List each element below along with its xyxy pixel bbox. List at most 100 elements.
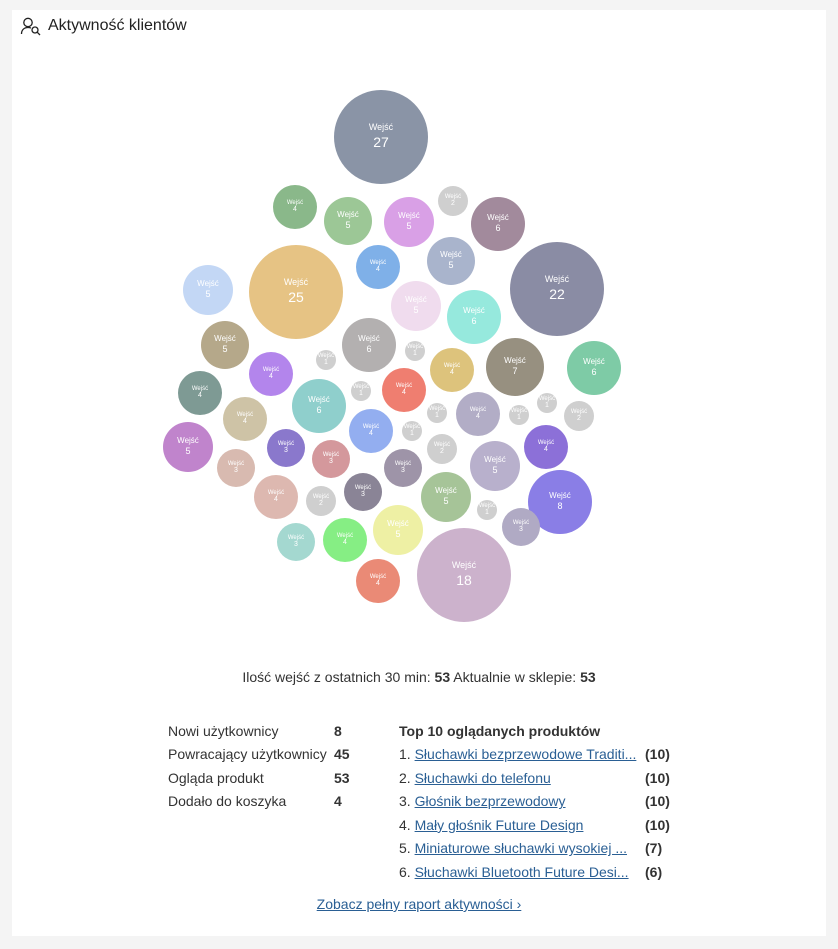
bubble-label: Wejść (277, 440, 295, 447)
entries-summary: Ilość wejść z ostatnich 30 min: 53 Aktua… (0, 669, 838, 685)
bubble-value: 3 (294, 541, 298, 549)
bubble-value: 6 (316, 404, 322, 415)
bubble-value: 2 (440, 448, 444, 456)
stat-value: 45 (334, 746, 350, 763)
full-report-link[interactable]: Zobacz pełny raport aktywności › (316, 896, 522, 912)
stat-row-added-to-cart: Dodało do koszyka 4 (168, 790, 350, 814)
bubble-label: Wejść (336, 532, 354, 539)
bubble-label: Wejść (443, 362, 461, 369)
product-view-count: (6) (645, 863, 663, 880)
bubble-value: 7 (512, 365, 518, 376)
bubble-value: 6 (471, 315, 477, 326)
activity-bubble: Wejść 5 (421, 472, 471, 522)
bubble-label: Wejść (537, 439, 555, 446)
bubble-value: 1 (413, 350, 417, 358)
bubble-value: 6 (495, 222, 501, 233)
activity-bubble: Wejść 3 (312, 440, 350, 478)
bubble-value: 3 (519, 526, 523, 534)
bubble-value: 5 (222, 343, 228, 354)
activity-bubble: Wejść 2 (306, 486, 336, 516)
widget-title: Aktywność klientów (48, 17, 187, 34)
bubble-value: 5 (205, 288, 211, 299)
bubble-value: 4 (243, 418, 247, 426)
bubble-value: 4 (544, 446, 548, 454)
bubble-label: Wejść (317, 352, 335, 359)
activity-bubble: Wejść 18 (417, 528, 511, 622)
bubble-value: 6 (591, 366, 597, 377)
activity-bubble: Wejść 2 (564, 401, 594, 431)
bubble-label: Wejść (583, 357, 605, 367)
activity-bubble: Wejść 3 (344, 473, 382, 511)
bubble-label: Wejść (267, 489, 285, 496)
activity-bubble: Wejść 5 (427, 237, 475, 285)
bubble-label: Wejść (538, 395, 556, 402)
product-rank: 5. (399, 840, 411, 857)
bubble-value: 4 (274, 496, 278, 504)
product-link[interactable]: Miniaturowe słuchawki wysokiej ... (414, 840, 627, 857)
user-search-icon (20, 16, 42, 36)
stat-value: 8 (334, 722, 342, 739)
activity-bubble: Wejść 4 (349, 409, 393, 453)
bubble-value: 4 (269, 373, 273, 381)
bubble-value: 5 (406, 220, 412, 231)
product-rank: 6. (399, 863, 411, 880)
bubble-value: 27 (373, 134, 389, 151)
top-product-item: 3. Głośnik bezprzewodowy (10) (399, 790, 670, 814)
bubble-label: Wejść (406, 343, 424, 350)
bubble-label: Wejść (504, 356, 526, 366)
bubble-label: Wejść (544, 274, 570, 285)
bubble-value: 1 (485, 509, 489, 517)
product-link[interactable]: Słuchawki Bluetooth Future Desi... (414, 863, 629, 880)
entries-label: Ilość wejść z ostatnich 30 min: (242, 669, 431, 685)
activity-bubble: Wejść 6 (292, 379, 346, 433)
top-product-item: 2. Słuchawki do telefonu (10) (399, 766, 670, 790)
widget-header: Aktywność klientów (20, 16, 187, 36)
product-link[interactable]: Głośnik bezprzewodowy (414, 793, 566, 810)
bubble-value: 18 (456, 572, 472, 589)
stat-label: Nowi użytkownicy (168, 722, 279, 739)
bubble-value: 5 (492, 464, 498, 475)
product-link[interactable]: Słuchawki bezprzewodowe Traditi... (414, 746, 637, 763)
bubble-value: 4 (402, 389, 406, 397)
bubble-value: 4 (343, 539, 347, 547)
bubble-label: Wejść (369, 573, 387, 580)
bubble-value: 3 (234, 467, 238, 475)
bubble-label: Wejść (570, 408, 588, 415)
activity-bubble: Wejść 3 (277, 523, 315, 561)
stat-row-new-users: Nowi użytkownicy 8 (168, 719, 350, 743)
product-link[interactable]: Słuchawki do telefonu (414, 769, 551, 786)
product-view-count: (10) (645, 816, 670, 833)
bubble-value: 5 (345, 219, 351, 230)
activity-bubble: Wejść 5 (324, 197, 372, 245)
bubble-label: Wejść (387, 519, 409, 529)
top-products: Top 10 oglądanych produktów 1. Słuchawki… (399, 719, 670, 884)
bubble-label: Wejść (197, 279, 219, 289)
bubble-value: 5 (448, 259, 454, 270)
product-link[interactable]: Mały głośnik Future Design (414, 816, 584, 833)
bubble-label: Wejść (287, 534, 305, 541)
bubble-label: Wejść (440, 250, 462, 260)
bubble-value: 3 (401, 467, 405, 475)
activity-bubble: Wejść 4 (254, 475, 298, 519)
product-view-count: (10) (645, 746, 670, 763)
bubble-label: Wejść (177, 436, 199, 446)
activity-bubble: Wejść 4 (249, 352, 293, 396)
activity-bubble: Wejść 5 (163, 422, 213, 472)
bubble-label: Wejść (487, 213, 509, 223)
top-product-item: 1. Słuchawki bezprzewodowe Traditi... (1… (399, 743, 670, 767)
stat-row-returning-users: Powracający użytkownicy 45 (168, 743, 350, 767)
bubble-label: Wejść (435, 486, 457, 496)
bubble-label: Wejść (484, 455, 506, 465)
bubble-value: 5 (185, 445, 191, 456)
bubble-label: Wejść (463, 306, 485, 316)
bubble-value: 5 (395, 528, 401, 539)
bubble-value: 5 (443, 495, 449, 506)
bubble-value: 6 (366, 343, 372, 354)
bubble-label: Wejść (368, 122, 394, 133)
activity-bubble: Wejść 1 (316, 350, 336, 370)
bubble-value: 2 (451, 200, 455, 208)
activity-bubble: Wejść 6 (471, 197, 525, 251)
activity-bubble: Wejść 5 (183, 265, 233, 315)
product-view-count: (10) (645, 793, 670, 810)
bubble-value: 2 (319, 500, 323, 508)
